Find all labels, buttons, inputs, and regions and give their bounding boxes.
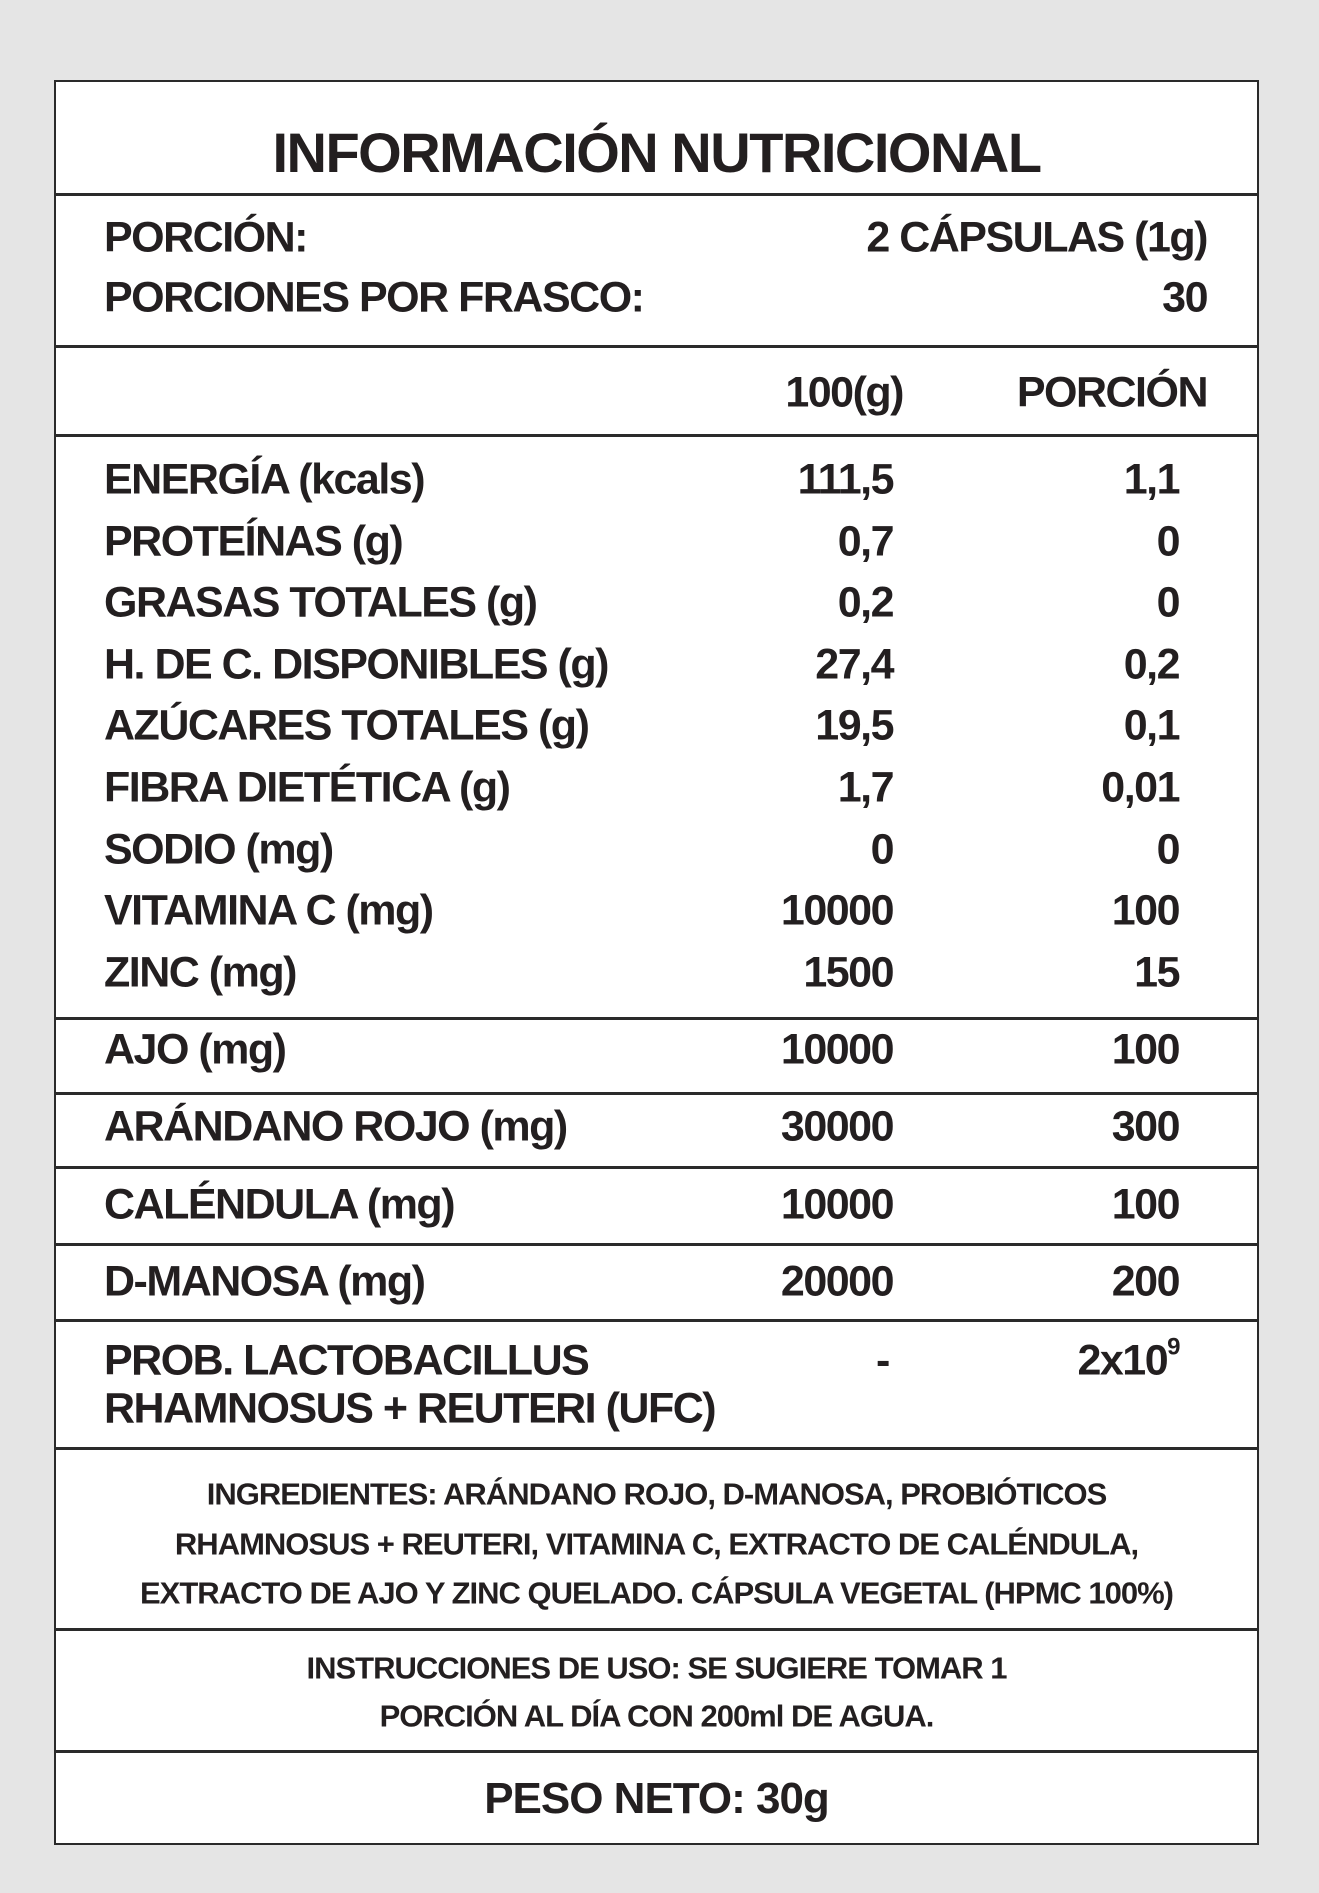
nutrients-per-portion: 0,01 — [1101, 763, 1180, 812]
instructions-line: PORCIÓN AL DÍA CON 200ml DE AGUA. — [379, 1698, 935, 1734]
nutrients-label: H. DE C. DISPONIBLES (g) — [104, 640, 609, 689]
extras-per-portion: 300 — [1111, 1102, 1181, 1151]
nutrients-label: ZINC (mg) — [104, 948, 297, 997]
divider — [54, 193, 1259, 196]
nutrients-label: VITAMINA C (mg) — [104, 886, 434, 935]
extras-label: CALÉNDULA (mg) — [104, 1180, 456, 1229]
probiotic-per-100: - — [876, 1336, 890, 1385]
nutrients-label: GRASAS TOTALES (g) — [104, 578, 538, 627]
portions-per-bottle-value: 30 — [1162, 273, 1208, 322]
probiotic-per-portion: 2x109 — [1077, 1335, 1180, 1385]
extras-label: D-MANOSA (mg) — [104, 1257, 426, 1306]
probiotic-label-line2: RHAMNOSUS + REUTERI (UFC) — [104, 1384, 717, 1433]
nutrients-per-100: 27,4 — [815, 640, 894, 689]
divider — [54, 1750, 1259, 1753]
ingredients-line: RHAMNOSUS + REUTERI, VITAMINA C, EXTRACT… — [174, 1526, 1139, 1562]
panel-title: INFORMACIÓN NUTRICIONAL — [272, 121, 1042, 184]
nutrients-per-100: 0 — [870, 825, 895, 874]
column-header-portion: PORCIÓN — [1016, 368, 1209, 417]
probiotic-label-line1: PROB. LACTOBACILLUS — [104, 1336, 590, 1385]
divider — [54, 1243, 1259, 1246]
probiotic-per-portion-base: 2x10 — [1077, 1336, 1168, 1385]
nutrients-per-portion: 0 — [1156, 825, 1181, 874]
portion-label: PORCIÓN: — [104, 213, 309, 262]
divider — [54, 1447, 1259, 1450]
divider — [54, 345, 1259, 348]
extras-per-portion: 200 — [1111, 1257, 1181, 1306]
probiotic-per-portion-exponent: 9 — [1167, 1333, 1180, 1361]
nutrients-per-100: 111,5 — [797, 455, 895, 504]
divider — [54, 1319, 1259, 1322]
nutrients-per-portion: 0,2 — [1123, 640, 1181, 689]
nutrients-per-100: 0,7 — [837, 517, 895, 566]
divider — [54, 434, 1259, 437]
nutrients-per-portion: 1,1 — [1123, 455, 1181, 504]
extras-per-100: 10000 — [780, 1180, 895, 1229]
extras-per-100: 30000 — [780, 1102, 895, 1151]
divider — [54, 1092, 1259, 1095]
nutrients-per-100: 1500 — [803, 948, 894, 997]
nutrients-per-100: 19,5 — [815, 701, 894, 750]
nutrients-label: SODIO (mg) — [104, 825, 334, 874]
column-header-100g: 100(g) — [785, 368, 904, 417]
extras-per-100: 10000 — [780, 1025, 895, 1074]
net-weight: PESO NETO: 30g — [484, 1774, 830, 1823]
instructions-line: INSTRUCCIONES DE USO: SE SUGIERE TOMAR 1 — [306, 1650, 1007, 1686]
nutrients-per-portion: 0,1 — [1123, 701, 1181, 750]
nutrients-per-portion: 0 — [1156, 517, 1181, 566]
nutrients-per-portion: 0 — [1156, 578, 1181, 627]
extras-per-portion: 100 — [1111, 1180, 1181, 1229]
nutrients-label: ENERGÍA (kcals) — [104, 455, 426, 504]
nutrients-per-100: 1,7 — [837, 763, 895, 812]
nutrients-per-100: 10000 — [780, 886, 895, 935]
divider — [54, 1166, 1259, 1169]
extras-label: AJO (mg) — [104, 1025, 287, 1074]
extras-label: ARÁNDANO ROJO (mg) — [104, 1102, 568, 1151]
portion-value: 2 CÁPSULAS (1g) — [866, 213, 1208, 262]
extras-per-portion: 100 — [1111, 1025, 1181, 1074]
portions-per-bottle-label: PORCIONES POR FRASCO: — [104, 273, 645, 322]
nutrients-per-portion: 15 — [1134, 948, 1180, 997]
nutrients-label: AZÚCARES TOTALES (g) — [104, 701, 590, 750]
divider — [54, 1017, 1259, 1020]
extras-per-100: 20000 — [780, 1257, 895, 1306]
nutrients-label: PROTEÍNAS (g) — [104, 517, 404, 566]
ingredients-line: EXTRACTO DE AJO Y ZINC QUELADO. CÁPSULA … — [139, 1575, 1174, 1611]
divider — [54, 1628, 1259, 1631]
nutrition-facts-panel — [54, 80, 1259, 1845]
nutrients-per-100: 0,2 — [837, 578, 895, 627]
ingredients-line: INGREDIENTES: ARÁNDANO ROJO, D-MANOSA, P… — [206, 1476, 1108, 1512]
nutrients-per-portion: 100 — [1111, 886, 1181, 935]
nutrients-label: FIBRA DIETÉTICA (g) — [104, 763, 511, 812]
